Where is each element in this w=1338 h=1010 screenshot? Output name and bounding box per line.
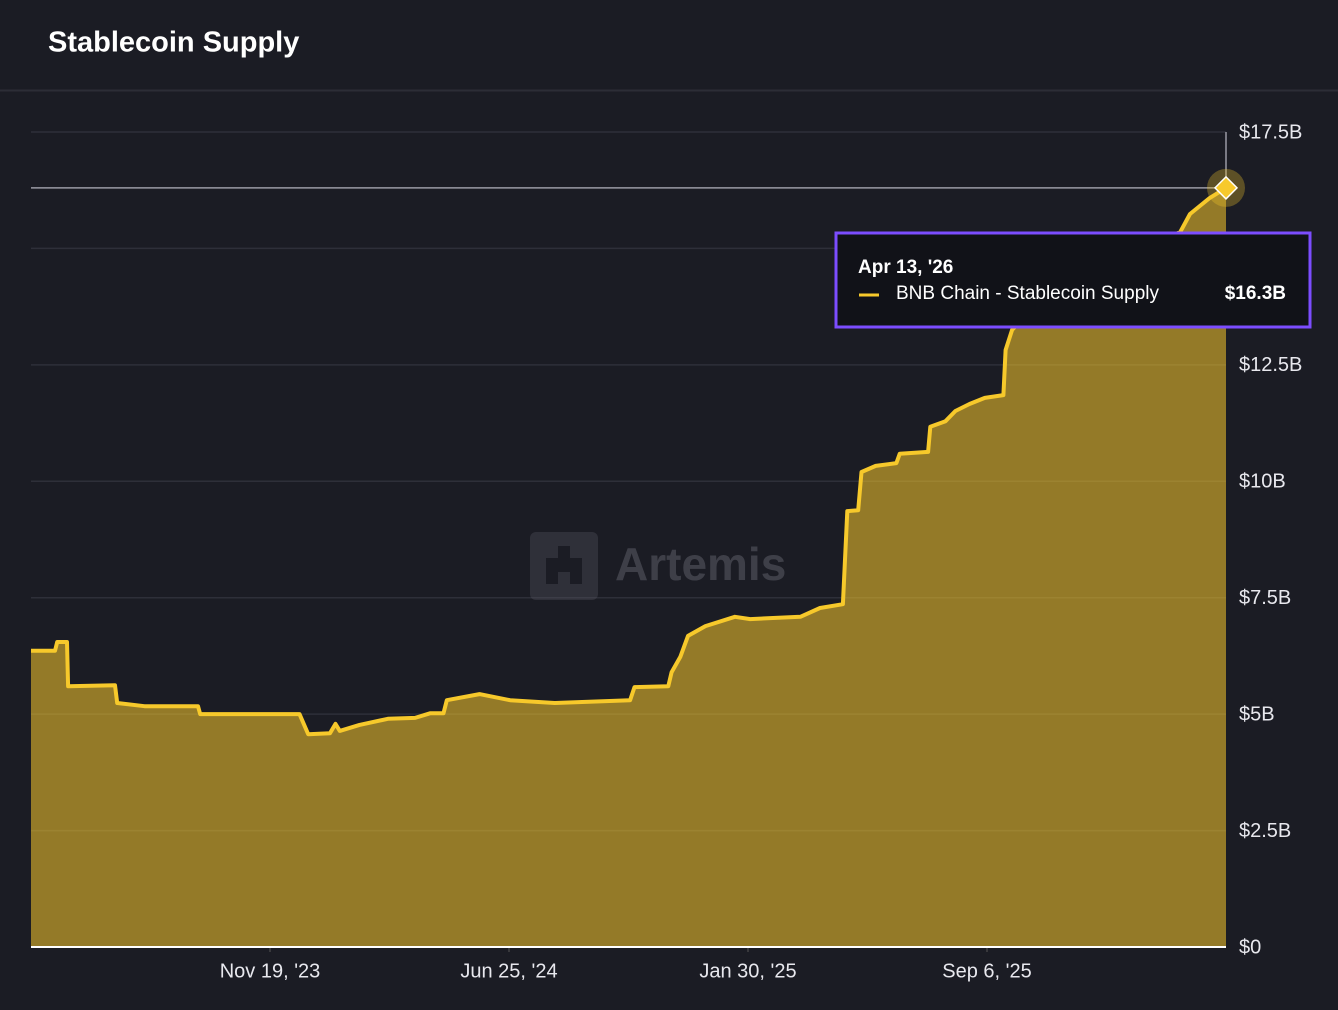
x-tick-label: Nov 19, '23 [220, 960, 321, 982]
x-tick-label: Jan 30, '25 [699, 960, 796, 982]
chart-title: Stablecoin Supply [48, 27, 299, 59]
y-tick-label: $0 [1239, 936, 1261, 958]
y-tick-label: $17.5B [1239, 121, 1302, 143]
x-tick-label: Sep 6, '25 [942, 960, 1031, 982]
watermark-text: Artemis [615, 538, 786, 590]
plot [31, 132, 1245, 948]
y-tick-label: $12.5B [1239, 354, 1302, 376]
tooltip: Apr 13, '26 BNB Chain - Stablecoin Suppl… [834, 231, 1312, 329]
watermark: Artemis [530, 532, 786, 600]
area [31, 187, 1226, 947]
tooltip-date: Apr 13, '26 [858, 257, 953, 278]
y-tick-label: $7.5B [1239, 587, 1291, 609]
watermark-logo-glyph [546, 546, 582, 584]
tooltip-value: $16.3B [1225, 283, 1286, 304]
watermark-logo [530, 532, 598, 600]
tooltip-box [834, 231, 1312, 329]
y-tick-label: $5B [1239, 703, 1275, 725]
tooltip-series: BNB Chain - Stablecoin Supply [896, 283, 1159, 304]
y-tick-label: $10B [1239, 471, 1286, 493]
hover-marker [1213, 175, 1239, 200]
y-tick-label: $2.5B [1239, 820, 1291, 842]
line [31, 186, 1228, 737]
x-tick-label: Jun 25, '24 [460, 960, 557, 982]
